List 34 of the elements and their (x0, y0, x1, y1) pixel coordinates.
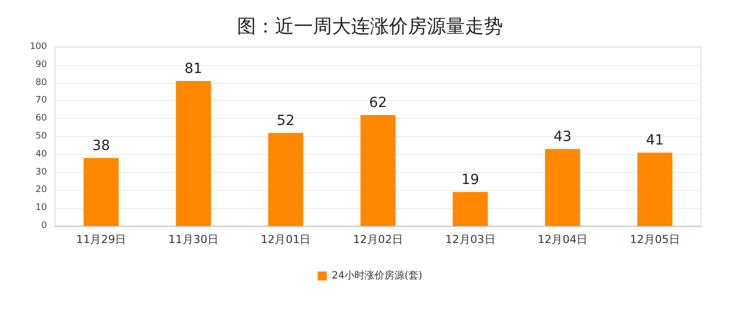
y-tick-label: 10 (36, 203, 48, 214)
y-tick-label: 30 (36, 167, 48, 178)
y-tick-label: 80 (36, 78, 48, 88)
x-tick-label: 11月29日 (76, 233, 126, 246)
x-tick-label: 12月01日 (260, 233, 311, 246)
y-tick-label: 70 (36, 96, 48, 106)
y-tick-label: 50 (36, 132, 48, 142)
legend-label: 24小时涨价房源(套) (332, 270, 422, 282)
bar (84, 158, 119, 226)
bar (637, 152, 672, 226)
y-tick-label: 0 (41, 221, 48, 231)
data-label: 43 (554, 129, 572, 146)
y-tick-label: 90 (36, 60, 48, 70)
chart-title: 图：近一周大连涨价房源量走势 (237, 16, 503, 38)
data-label: 41 (646, 132, 664, 149)
data-label: 81 (184, 61, 202, 78)
y-tick-label: 40 (36, 149, 48, 160)
bar (452, 192, 488, 226)
bar (268, 132, 304, 226)
x-tick-label: 12月03日 (445, 233, 496, 246)
x-tick-label: 12月04日 (538, 233, 588, 246)
x-tick-label: 12月02日 (353, 233, 403, 246)
y-tick-label: 60 (36, 114, 48, 124)
bar (360, 115, 396, 226)
data-label: 62 (369, 95, 387, 112)
x-tick-label: 12月05日 (630, 233, 680, 246)
bar (545, 149, 580, 226)
data-label: 19 (461, 172, 480, 188)
data-label: 52 (276, 112, 295, 129)
y-tick-label: 100 (30, 42, 48, 52)
bar (176, 81, 211, 226)
data-label: 38 (92, 138, 110, 154)
x-tick-label: 11月30日 (168, 233, 218, 246)
y-tick-label: 20 (36, 185, 48, 196)
